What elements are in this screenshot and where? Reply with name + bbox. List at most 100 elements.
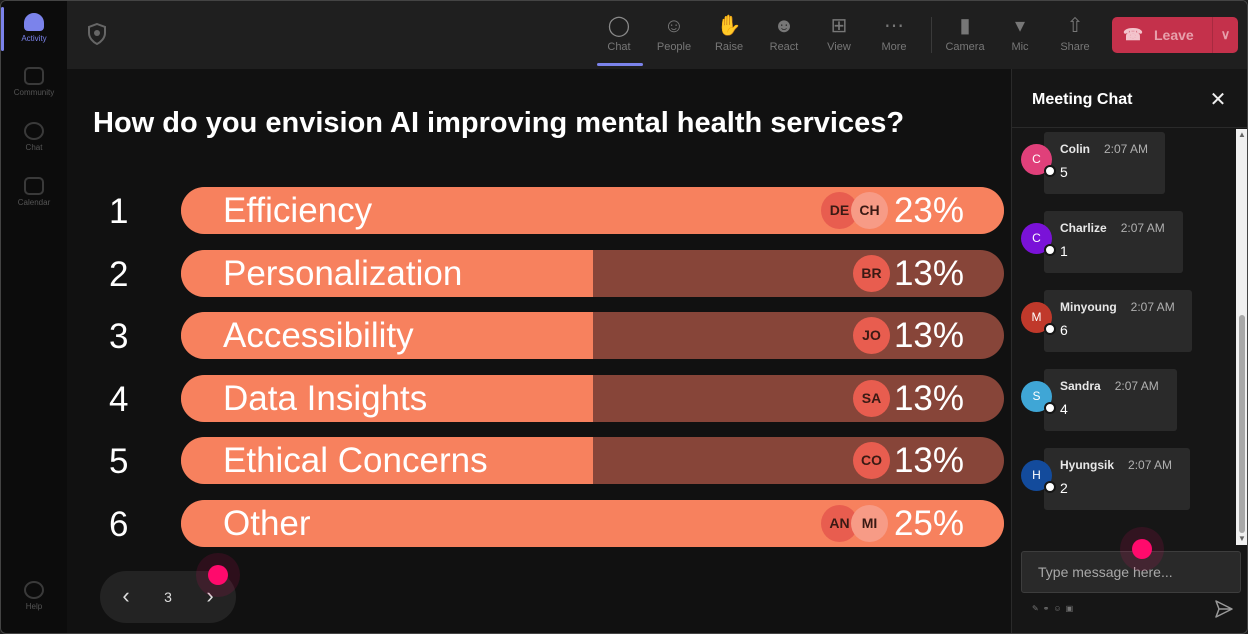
mic-button[interactable]: ▾ Mic bbox=[994, 11, 1046, 63]
message-bubble: Colin 2:07 AM 5 bbox=[1044, 132, 1165, 194]
chat-panel-title: Meeting Chat bbox=[1032, 91, 1133, 108]
option-label: Other bbox=[223, 503, 311, 543]
page-number: 3 bbox=[164, 589, 172, 605]
avatar[interactable]: C bbox=[1021, 144, 1052, 175]
rail-item-calendar[interactable]: Calendar bbox=[1, 177, 67, 207]
poll-question: How do you envision AI improving mental … bbox=[93, 107, 905, 139]
option-label: Efficiency bbox=[223, 191, 373, 230]
leave-label: Leave bbox=[1154, 27, 1194, 43]
rail-item-label: Help bbox=[25, 602, 43, 611]
camera-button[interactable]: ▮ Camera bbox=[939, 11, 991, 63]
message-header: Charlize 2:07 AM bbox=[1060, 221, 1167, 235]
option-number: 4 bbox=[109, 379, 129, 419]
chat-message: Charlize 2:07 AM 1 C bbox=[1020, 211, 1220, 273]
message-text: 4 bbox=[1060, 401, 1068, 417]
poll-option-row: 5 Ethical Concerns CO 13% bbox=[93, 437, 1005, 485]
option-bar: Accessibility JO 13% bbox=[181, 312, 1004, 359]
close-icon[interactable]: ✕ bbox=[1209, 89, 1227, 111]
more-dots-icon: ⋯ bbox=[884, 15, 904, 37]
sender-name: Colin bbox=[1060, 142, 1090, 156]
share-screen-icon: ⇧ bbox=[1066, 15, 1084, 37]
chevron-right-icon[interactable]: › bbox=[206, 583, 214, 608]
poll-option-row: 1 Efficiency DE CH 23% bbox=[93, 187, 1005, 235]
chat-button-label: Chat bbox=[607, 41, 631, 53]
presence-status-icon bbox=[1044, 244, 1056, 256]
mic-button-label: Mic bbox=[1011, 41, 1029, 53]
hand-icon: ✋ bbox=[716, 15, 742, 37]
chat-icon: ◯ bbox=[607, 15, 631, 37]
scroll-thumb[interactable] bbox=[1239, 315, 1245, 533]
message-text: 1 bbox=[1060, 243, 1068, 259]
presence-status-icon bbox=[1044, 323, 1056, 335]
message-time: 2:07 AM bbox=[1104, 142, 1149, 156]
message-bubble: Charlize 2:07 AM 1 bbox=[1044, 211, 1183, 273]
gif-icon[interactable]: ▣ bbox=[1065, 604, 1078, 613]
poll-option-row: 6 Other AN MI 25% bbox=[93, 499, 1005, 548]
option-label: Ethical Concerns bbox=[223, 441, 488, 480]
laser-pointer bbox=[1132, 539, 1152, 559]
react-button[interactable]: ☻ React bbox=[758, 11, 810, 63]
option-label: Accessibility bbox=[223, 316, 414, 355]
attach-icon[interactable]: ⚭ bbox=[1042, 604, 1054, 613]
option-bar: Ethical Concerns CO 13% bbox=[181, 437, 1004, 484]
chat-header-divider bbox=[1012, 127, 1247, 128]
sender-name: Minyoung bbox=[1060, 300, 1117, 314]
people-button-label: People bbox=[656, 41, 692, 53]
scroll-down-arrow-icon[interactable]: ▼ bbox=[1238, 534, 1246, 543]
active-tab-indicator bbox=[597, 63, 643, 66]
more-button[interactable]: ⋯ More bbox=[868, 11, 920, 63]
presence-status-icon bbox=[1044, 402, 1056, 414]
leave-separator bbox=[1212, 17, 1213, 53]
option-label: Data Insights bbox=[223, 378, 428, 418]
meeting-toolbar: ◯ Chat ☺ People ✋ Raise ☻ React ⊞ View ⋯… bbox=[67, 1, 1247, 69]
voter-avatar: SA bbox=[853, 379, 890, 417]
send-icon[interactable] bbox=[1214, 599, 1234, 619]
format-icon[interactable]: ✎ bbox=[1032, 604, 1043, 613]
rail-item-help[interactable]: Help bbox=[1, 581, 67, 611]
chat-button[interactable]: ◯ Chat bbox=[593, 11, 645, 63]
react-button-label: React bbox=[769, 41, 799, 53]
share-button[interactable]: ⇧ Share bbox=[1049, 11, 1101, 63]
rail-item-label: Calendar bbox=[17, 198, 51, 207]
presence-status-icon bbox=[1044, 481, 1056, 493]
chat-message: Hyungsik 2:07 AM 2 H bbox=[1020, 448, 1220, 510]
message-time: 2:07 AM bbox=[1130, 300, 1175, 314]
chevron-down-icon[interactable]: ∨ bbox=[1220, 27, 1231, 42]
message-bubble: Minyoung 2:07 AM 6 bbox=[1044, 290, 1192, 352]
raise-hand-button[interactable]: ✋ Raise bbox=[703, 11, 755, 63]
chat-message-input[interactable] bbox=[1021, 551, 1241, 593]
option-number: 1 bbox=[109, 192, 129, 231]
rail-item-activity[interactable]: Activity bbox=[1, 13, 67, 43]
chat-message: Minyoung 2:07 AM 6 M bbox=[1020, 290, 1220, 352]
chevron-left-icon[interactable]: ‹ bbox=[122, 583, 130, 608]
option-number: 6 bbox=[109, 504, 129, 544]
rail-item-chat[interactable]: Chat bbox=[1, 122, 67, 152]
message-time: 2:07 AM bbox=[1120, 221, 1165, 235]
sender-name: Charlize bbox=[1060, 221, 1107, 235]
scroll-up-arrow-icon[interactable]: ▲ bbox=[1238, 130, 1246, 139]
rail-active-indicator bbox=[1, 7, 4, 51]
bell-icon bbox=[24, 13, 44, 31]
presence-status-icon bbox=[1044, 165, 1056, 177]
people-icon: ☺ bbox=[663, 15, 685, 37]
message-bubble: Hyungsik 2:07 AM 2 bbox=[1044, 448, 1190, 510]
chat-scrollbar[interactable]: ▲ ▼ bbox=[1236, 129, 1247, 545]
option-bar: Personalization BR 13% bbox=[181, 249, 1004, 297]
rail-item-label: Community bbox=[13, 88, 55, 97]
view-button[interactable]: ⊞ View bbox=[813, 11, 865, 63]
grid-icon: ⊞ bbox=[830, 15, 848, 37]
voter-avatar: BR bbox=[853, 254, 890, 292]
camera-button-label: Camera bbox=[945, 41, 985, 53]
leave-button[interactable]: ☎ Leave ∨ bbox=[1112, 17, 1238, 53]
emoji-icon[interactable]: ☺ bbox=[1053, 604, 1066, 613]
avatar[interactable]: C bbox=[1021, 223, 1052, 254]
view-button-label: View bbox=[827, 41, 851, 53]
shield-icon[interactable] bbox=[87, 23, 107, 45]
rail-item-community[interactable]: Community bbox=[1, 67, 67, 97]
app-rail: Activity Community Chat Calendar Help bbox=[1, 1, 67, 633]
option-bar-fill bbox=[181, 437, 593, 484]
people-button[interactable]: ☺ People bbox=[648, 11, 700, 63]
voter-avatar: JO bbox=[853, 317, 890, 354]
message-text: 5 bbox=[1060, 164, 1068, 180]
meeting-chat-panel: Meeting Chat ✕ Colin 2:07 AM 5 C Charlize 2:0… bbox=[1011, 69, 1247, 633]
